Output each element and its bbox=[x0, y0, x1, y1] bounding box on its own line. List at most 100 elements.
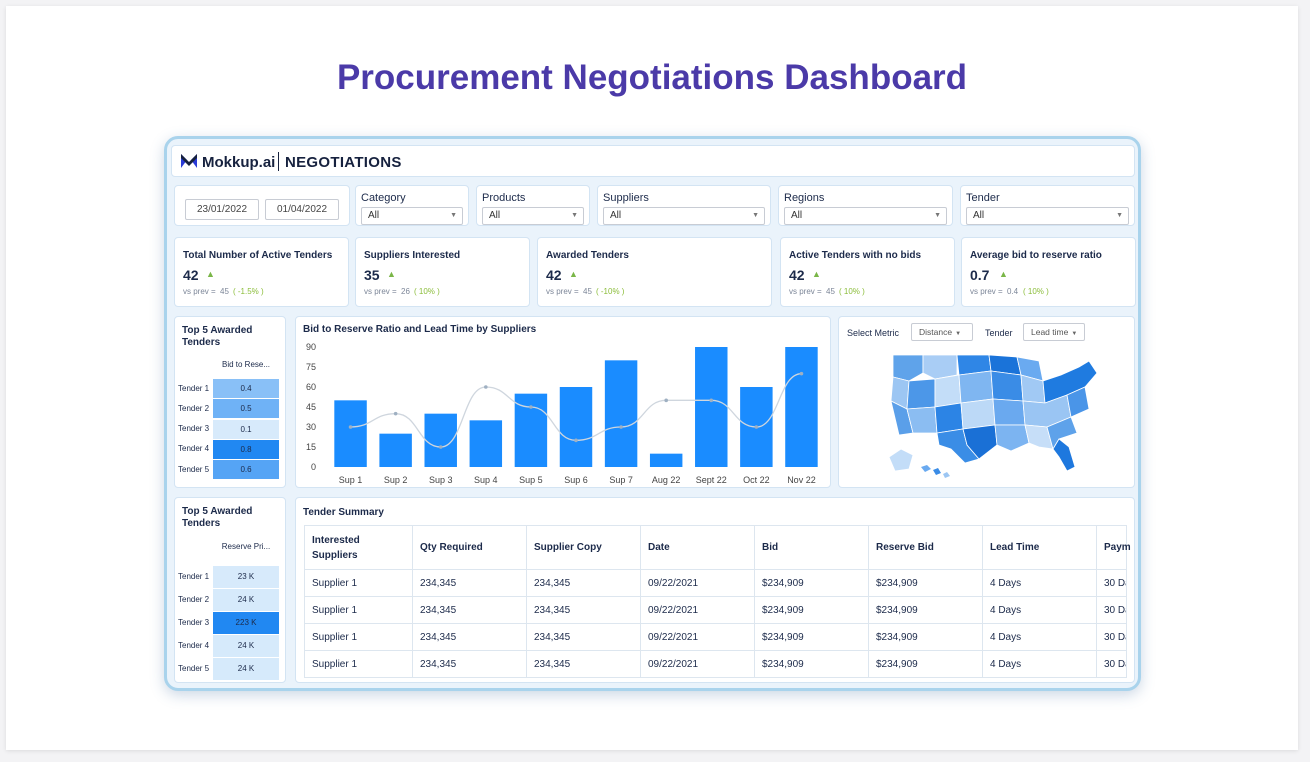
column-header[interactable]: Supplier Copy bbox=[526, 525, 641, 570]
y-tick-label: 15 bbox=[306, 442, 316, 452]
bar-sup-1[interactable] bbox=[334, 400, 367, 467]
suppliers-select[interactable]: All ▼ bbox=[603, 207, 765, 225]
kpi-card-avg-bid-ratio: Average bid to reserve ratio 0.7 ▲ vs pr… bbox=[961, 237, 1136, 307]
bar-sup-4[interactable] bbox=[469, 420, 503, 467]
table-cell: Supplier 1 bbox=[304, 623, 413, 651]
brand-name: Mokkup.ai bbox=[202, 154, 276, 171]
heat-cell[interactable]: 0.8 bbox=[213, 439, 279, 459]
select-value: All bbox=[489, 210, 501, 221]
table-row[interactable]: Supplier 1 234,345 234,345 09/22/2021 $234,9… bbox=[304, 623, 1127, 651]
supplier-bar-chart: 0 15 30 45 60 75 90 Sup 1 Sup 2 Sup 3 Sup 4 Sup 5 Su… bbox=[306, 342, 818, 485]
start-date-input[interactable]: 23/01/2022 bbox=[185, 199, 259, 220]
column-header[interactable]: Date bbox=[640, 525, 755, 570]
heat-cell[interactable]: 0.6 bbox=[213, 460, 279, 480]
tender-summary-table: Interested Suppliers Qty Required Supplier… bbox=[304, 525, 1131, 678]
kpi-value: 35 bbox=[364, 267, 380, 283]
mokkup-logo-icon bbox=[181, 154, 197, 168]
category-select[interactable]: All ▼ bbox=[361, 207, 463, 225]
column-header[interactable]: Interested Suppliers bbox=[304, 525, 413, 570]
table-cell: 234,345 bbox=[526, 650, 641, 678]
table-cell: 30 Da bbox=[1096, 623, 1127, 651]
x-tick-label: Sup 3 bbox=[429, 475, 453, 485]
kpi-prev-label: vs prev = bbox=[364, 287, 397, 296]
chevron-down-icon: ▼ bbox=[571, 212, 578, 219]
table-cell: 234,345 bbox=[526, 569, 641, 597]
row-label: Tender 1 bbox=[178, 572, 210, 581]
kpi-prev-label: vs prev = bbox=[970, 287, 1003, 296]
top-awarded-ratio-panel: Top 5 Awarded Tenders Bid to Rese... Ten… bbox=[174, 316, 286, 488]
date-range-card: 23/01/2022 01/04/2022 bbox=[174, 185, 350, 226]
page-title: Procurement Negotiations Dashboard bbox=[336, 58, 968, 97]
x-tick-label: Sup 1 bbox=[339, 475, 363, 485]
lead-time-point-10 bbox=[754, 425, 759, 429]
lead-time-point-3 bbox=[438, 445, 443, 449]
kpi-value: 42 bbox=[789, 267, 805, 283]
x-tick-label: Oct 22 bbox=[743, 475, 770, 485]
bar-sept-22[interactable] bbox=[695, 347, 728, 467]
chevron-down-icon: ▼ bbox=[1116, 212, 1123, 219]
bar-nov-22[interactable] bbox=[785, 347, 818, 467]
tender-dropdown[interactable]: Lead time ▼ bbox=[1023, 323, 1085, 341]
column-header[interactable]: Qty Required bbox=[412, 525, 527, 570]
kpi-delta: ( 10% ) bbox=[839, 287, 865, 296]
y-tick-label: 90 bbox=[306, 342, 316, 352]
column-header[interactable]: Lead Time bbox=[982, 525, 1097, 570]
lead-time-point-11 bbox=[799, 371, 804, 376]
column-header: Bid to Rese... bbox=[221, 360, 271, 369]
table-row[interactable]: Supplier 1 234,345 234,345 09/22/2021 $234,9… bbox=[304, 596, 1127, 624]
heat-cell[interactable]: 24 K bbox=[213, 635, 279, 657]
kpi-title: Total Number of Active Tenders bbox=[183, 250, 333, 261]
column-header[interactable]: Reserve Bid bbox=[868, 525, 983, 570]
heat-cell[interactable]: 0.1 bbox=[213, 419, 279, 439]
bar-sup-2[interactable] bbox=[379, 433, 412, 467]
table-row[interactable]: Supplier 1 234,345 234,345 09/22/2021 $234,9… bbox=[304, 650, 1127, 678]
x-tick-label: Nov 22 bbox=[787, 475, 816, 485]
metric-dropdown[interactable]: Distance ▼ bbox=[911, 323, 973, 341]
products-select[interactable]: All ▼ bbox=[482, 207, 584, 225]
panel-title: Tender Summary bbox=[303, 507, 384, 518]
kpi-prev-value: 45 bbox=[583, 287, 592, 296]
table-row[interactable]: Supplier 1 234,345 234,345 09/22/2021 $234,9… bbox=[304, 569, 1127, 597]
filter-tender: Tender All ▼ bbox=[960, 185, 1135, 226]
chevron-down-icon: ▼ bbox=[934, 212, 941, 219]
select-metric-label: Select Metric bbox=[847, 328, 900, 338]
bar-sup-6[interactable] bbox=[559, 387, 593, 467]
heat-cell[interactable]: 223 K bbox=[213, 612, 279, 634]
heat-cell[interactable]: 0.4 bbox=[213, 379, 279, 398]
bar-sup-7[interactable] bbox=[604, 360, 638, 467]
table-cell: 30 Da bbox=[1096, 569, 1127, 597]
top-awarded-reserve-panel: Top 5 Awarded Tenders Reserve Pri... Ten… bbox=[174, 497, 286, 683]
heat-cell[interactable]: 24 K bbox=[213, 658, 279, 680]
table-cell: 4 Days bbox=[982, 650, 1097, 678]
tender-summary-panel: Tender Summary Interested Suppliers Qty R… bbox=[295, 497, 1135, 683]
kpi-card-no-bids: Active Tenders with no bids 42 ▲ vs prev… bbox=[780, 237, 955, 307]
table-cell: 234,345 bbox=[412, 596, 527, 624]
brand-bar: Mokkup.ai NEGOTIATIONS bbox=[171, 145, 1135, 177]
kpi-delta: ( 10% ) bbox=[1023, 287, 1049, 296]
row-label: Tender 1 bbox=[178, 383, 210, 393]
heat-cell[interactable]: 23 K bbox=[213, 566, 279, 588]
filter-suppliers: Suppliers All ▼ bbox=[597, 185, 771, 226]
kpi-value: 42 bbox=[183, 267, 199, 283]
column-header[interactable]: Bid bbox=[754, 525, 869, 570]
us-choropleth-map[interactable] bbox=[839, 317, 1136, 489]
table-cell: $234,909 bbox=[754, 596, 869, 624]
table-cell: 234,345 bbox=[412, 569, 527, 597]
column-header[interactable]: Paym bbox=[1096, 525, 1131, 570]
heat-cell[interactable]: 0.5 bbox=[213, 399, 279, 419]
x-tick-label: Sup 2 bbox=[384, 475, 408, 485]
heat-cell[interactable]: 24 K bbox=[213, 589, 279, 611]
filter-regions: Regions All ▼ bbox=[778, 185, 953, 226]
tender-select[interactable]: All ▼ bbox=[966, 207, 1129, 225]
row-label: Tender 4 bbox=[178, 641, 210, 650]
table-cell: Supplier 1 bbox=[304, 650, 413, 678]
bar-aug-22[interactable] bbox=[649, 453, 683, 467]
regions-select[interactable]: All ▼ bbox=[784, 207, 947, 225]
table-cell: 234,345 bbox=[412, 650, 527, 678]
y-tick-label: 75 bbox=[306, 362, 316, 372]
end-date-input[interactable]: 01/04/2022 bbox=[265, 199, 339, 220]
table-cell: $234,909 bbox=[868, 650, 983, 678]
dashboard-frame: Mokkup.ai NEGOTIATIONS 23/01/2022 01/04/… bbox=[164, 136, 1141, 691]
chevron-down-icon: ▼ bbox=[955, 331, 962, 337]
select-value: All bbox=[791, 210, 803, 221]
